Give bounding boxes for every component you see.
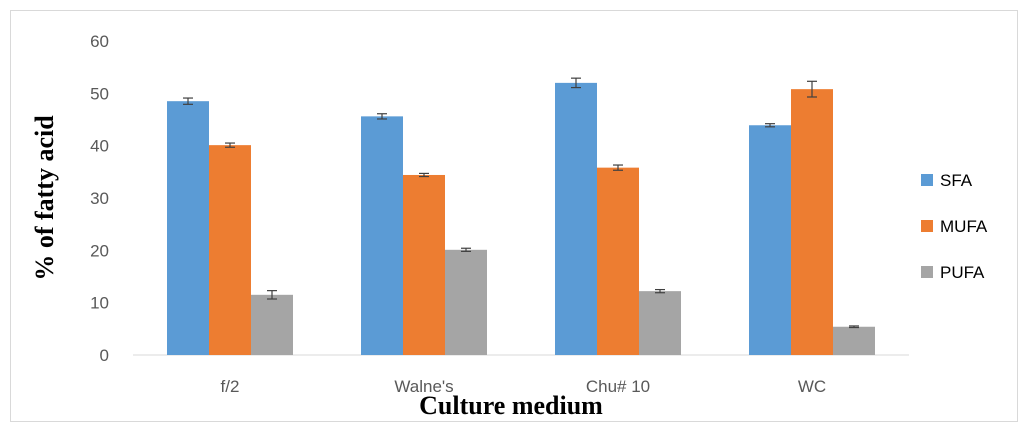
y-tick-label: 30 — [90, 189, 109, 208]
bar-pufa-4 — [833, 326, 875, 355]
y-tick-label: 50 — [90, 84, 109, 103]
bar-sfa-1 — [167, 101, 209, 355]
error-bar — [655, 288, 665, 294]
bar-mufa-2 — [403, 174, 445, 355]
error-bar — [267, 290, 277, 300]
legend-label: PUFA — [940, 263, 985, 282]
error-bar — [571, 77, 581, 89]
bars — [167, 82, 875, 355]
legend-swatch — [921, 174, 933, 186]
bar-mufa-3 — [597, 167, 639, 355]
legend-item-mufa: MUFA — [921, 217, 988, 236]
bar-mufa-4 — [791, 89, 833, 355]
bar-mufa-1 — [209, 145, 251, 355]
error-bar — [765, 123, 775, 128]
bar-pufa-2 — [445, 249, 487, 355]
error-bar — [613, 164, 623, 171]
legend-item-sfa: SFA — [921, 171, 973, 190]
bar-pufa-3 — [639, 291, 681, 355]
error-bar — [225, 142, 235, 148]
y-axis-ticks: 0 10 20 30 40 50 60 — [90, 32, 109, 365]
legend-label: MUFA — [940, 217, 988, 236]
x-tick-label: WC — [798, 377, 826, 396]
x-tick-label: Chu# 10 — [586, 377, 650, 396]
error-bar — [183, 97, 193, 105]
error-bar — [807, 80, 817, 98]
bar-pufa-1 — [251, 294, 293, 355]
legend: SFA MUFA PUFA — [921, 171, 988, 282]
error-bar — [419, 172, 429, 178]
x-axis-ticks: f/2 Walne's Chu# 10 WC — [221, 377, 827, 396]
y-tick-label: 40 — [90, 137, 109, 156]
error-bar — [849, 325, 859, 329]
legend-swatch — [921, 266, 933, 278]
legend-item-pufa: PUFA — [921, 263, 985, 282]
x-axis-title: Culture medium — [419, 391, 603, 420]
bar-sfa-3 — [555, 82, 597, 355]
legend-swatch — [921, 220, 933, 232]
x-tick-label: f/2 — [221, 377, 240, 396]
bar-chart: 0 10 20 30 40 50 60 f/2 Walne's Chu# 10 WC SFA MUF… — [30, 32, 988, 420]
bar-sfa-4 — [749, 125, 791, 355]
legend-label: SFA — [940, 171, 973, 190]
error-bar — [461, 247, 471, 252]
error-bars — [183, 77, 859, 329]
x-tick-label: Walne's — [394, 377, 453, 396]
y-tick-label: 10 — [90, 294, 109, 313]
bar-sfa-2 — [361, 116, 403, 355]
y-axis-title: % of fatty acid — [30, 115, 59, 281]
y-tick-label: 20 — [90, 241, 109, 260]
error-bar — [377, 113, 387, 120]
y-tick-label: 0 — [100, 346, 109, 365]
chart-frame: 0 10 20 30 40 50 60 f/2 Walne's Chu# 10 WC SFA MUF… — [10, 10, 1018, 422]
y-tick-label: 60 — [90, 32, 109, 51]
